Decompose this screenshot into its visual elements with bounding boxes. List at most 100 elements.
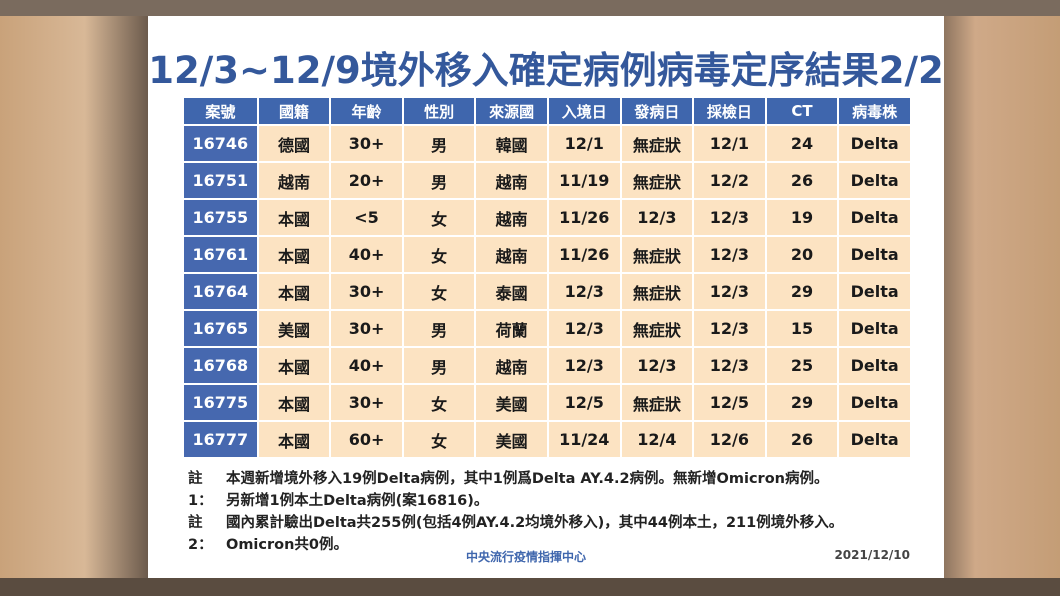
table-cell: 26 bbox=[766, 422, 838, 457]
table-cell: 越南 bbox=[476, 237, 547, 272]
table-cell: 荷蘭 bbox=[476, 311, 547, 346]
table-cell: 11/24 bbox=[548, 422, 620, 457]
table-cell: 越南 bbox=[476, 200, 547, 235]
table-cell: 本國 bbox=[258, 200, 330, 235]
table-cell: 24 bbox=[766, 126, 838, 161]
table-row: 16746 德國 30+ 男韓國 12/1 無症狀 12/1 24 Delta bbox=[184, 126, 910, 161]
table-cell: 女 bbox=[403, 422, 475, 457]
table-cell: Delta bbox=[839, 422, 910, 457]
table-cell: Delta bbox=[839, 348, 910, 383]
table-cell: 11/26 bbox=[548, 237, 620, 272]
table-cell: 女 bbox=[403, 200, 475, 235]
table-cell: 12/6 bbox=[694, 422, 765, 457]
page-title: 12/3~12/9境外移入確定病例病毒定序結果2/2 bbox=[148, 49, 944, 92]
table-cell: 19 bbox=[766, 200, 838, 235]
table-cell: 女 bbox=[403, 385, 475, 420]
table-row: 16764 本國 30+ 女泰國 12/3 無症狀 12/3 29 Delta bbox=[184, 274, 910, 309]
footer-date: 2021/12/10 bbox=[834, 548, 910, 562]
table-cell: 12/3 bbox=[621, 200, 693, 235]
table-cell: 12/3 bbox=[548, 348, 620, 383]
table-cell: 本國 bbox=[258, 348, 330, 383]
table-cell: 越南 bbox=[258, 163, 330, 198]
table-cell: 12/1 bbox=[694, 126, 765, 161]
table-cell: <5 bbox=[331, 200, 402, 235]
case-number-cell: 16761 bbox=[184, 237, 257, 272]
note-line: 本週新增境外移入19例Delta病例，其中1例爲Delta AY.4.2病例。無… bbox=[226, 471, 829, 487]
case-number-cell: 16764 bbox=[184, 274, 257, 309]
table-cell: 無症狀 bbox=[621, 163, 693, 198]
background-bottom bbox=[0, 578, 1060, 596]
note-label: 註1： bbox=[188, 471, 213, 509]
table-cell: 12/3 bbox=[694, 348, 765, 383]
note-line: 國內累計驗出Delta共255例(包括4例AY.4.2均境外移入)，其中44例本… bbox=[226, 515, 844, 531]
table-cell: Delta bbox=[839, 163, 910, 198]
table-cell: 本國 bbox=[258, 274, 330, 309]
table-cell: 無症狀 bbox=[621, 385, 693, 420]
note-2: 註2： 國內累計驗出Delta共255例(包括4例AY.4.2均境外移入)，其中… bbox=[188, 512, 928, 556]
table-cell: 本國 bbox=[258, 385, 330, 420]
table-cell: Delta bbox=[839, 126, 910, 161]
note-line: Omicron共0例。 bbox=[226, 537, 349, 553]
table-row: 16777 本國 60+ 女美國 11/24 12/4 12/6 26 Delta bbox=[184, 422, 910, 457]
table-row: 16768 本國 40+ 男越南 12/3 12/3 12/3 25 Delta bbox=[184, 348, 910, 383]
table-row: 16761 本國 40+ 女越南 11/26 無症狀 12/3 20 Delta bbox=[184, 237, 910, 272]
case-number-cell: 16775 bbox=[184, 385, 257, 420]
table-cell: 男 bbox=[403, 348, 475, 383]
table-cell: 12/3 bbox=[621, 348, 693, 383]
note-line: 另新增1例本土Delta病例(案16816)。 bbox=[226, 493, 489, 509]
case-number-cell: 16751 bbox=[184, 163, 257, 198]
footer-organization: 中央流行疫情指揮中心 bbox=[466, 550, 587, 564]
table-cell: 美國 bbox=[476, 385, 547, 420]
case-number-cell: 16746 bbox=[184, 126, 257, 161]
table-cell: Delta bbox=[839, 274, 910, 309]
table-cell: 12/3 bbox=[548, 311, 620, 346]
table-cell: Delta bbox=[839, 200, 910, 235]
column-header: 案號 bbox=[184, 98, 257, 124]
table-cell: 15 bbox=[766, 311, 838, 346]
table-cell: 12/3 bbox=[548, 274, 620, 309]
table-row: 16755 本國 <5 女越南 11/26 12/3 12/3 19 Delta bbox=[184, 200, 910, 235]
table-cell: 12/3 bbox=[694, 200, 765, 235]
case-number-cell: 16777 bbox=[184, 422, 257, 457]
column-header: 發病日 bbox=[621, 98, 693, 124]
case-number-cell: 16765 bbox=[184, 311, 257, 346]
table-row: 16751 越南 20+ 男越南 11/19 無症狀 12/2 26 Delta bbox=[184, 163, 910, 198]
table-cell: Delta bbox=[839, 311, 910, 346]
table-cell: 泰國 bbox=[476, 274, 547, 309]
table-cell: 無症狀 bbox=[621, 311, 693, 346]
column-header: 病毒株 bbox=[839, 98, 910, 124]
table-row: 16765 美國 30+ 男荷蘭 12/3 無症狀 12/3 15 Delta bbox=[184, 311, 910, 346]
table-cell: 30+ bbox=[331, 126, 402, 161]
table-cell: 韓國 bbox=[476, 126, 547, 161]
slide: 12/3~12/9境外移入確定病例病毒定序結果2/2 案號 國籍 年齡 性別 來… bbox=[148, 16, 944, 578]
column-header: 入境日 bbox=[548, 98, 620, 124]
table-cell: 20+ bbox=[331, 163, 402, 198]
table-cell: Delta bbox=[839, 237, 910, 272]
table-cell: 20 bbox=[766, 237, 838, 272]
table-cell: 40+ bbox=[331, 348, 402, 383]
table-cell: 女 bbox=[403, 274, 475, 309]
table-cell: 本國 bbox=[258, 237, 330, 272]
table-cell: 12/5 bbox=[548, 385, 620, 420]
table-cell: 12/1 bbox=[548, 126, 620, 161]
table-cell: 女 bbox=[403, 237, 475, 272]
case-number-cell: 16768 bbox=[184, 348, 257, 383]
table-cell: 12/3 bbox=[694, 237, 765, 272]
table-cell: 29 bbox=[766, 274, 838, 309]
table-cell: 29 bbox=[766, 385, 838, 420]
table-cell: 30+ bbox=[331, 385, 402, 420]
column-header: 採檢日 bbox=[694, 98, 765, 124]
table-cell: 男 bbox=[403, 163, 475, 198]
table-cell: 德國 bbox=[258, 126, 330, 161]
table-cell: Delta bbox=[839, 385, 910, 420]
column-header: 年齡 bbox=[331, 98, 402, 124]
table-cell: 26 bbox=[766, 163, 838, 198]
table-cell: 12/3 bbox=[694, 311, 765, 346]
table-cell: 無症狀 bbox=[621, 126, 693, 161]
note-label: 註2： bbox=[188, 515, 213, 553]
table-cell: 25 bbox=[766, 348, 838, 383]
table-cell: 60+ bbox=[331, 422, 402, 457]
table-cell: 40+ bbox=[331, 237, 402, 272]
table-cell: 12/4 bbox=[621, 422, 693, 457]
table-cell: 12/2 bbox=[694, 163, 765, 198]
